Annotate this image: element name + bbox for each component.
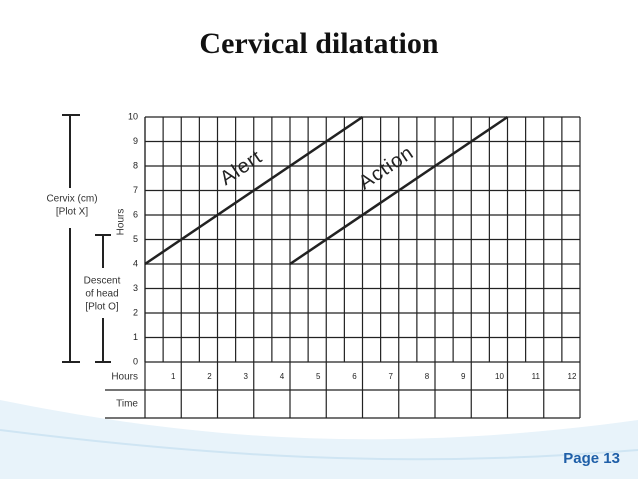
x-tick-label: 8 xyxy=(425,372,430,381)
time-label: Time xyxy=(116,399,138,410)
y-tick-label: 4 xyxy=(133,258,138,268)
y-tick-label: 0 xyxy=(133,356,138,366)
x-tick-label: 1 xyxy=(171,372,176,381)
page-number: Page 13 xyxy=(563,450,620,467)
series-label: Alert xyxy=(216,146,267,190)
y-axis-label: Hours xyxy=(116,209,127,236)
background-wave xyxy=(0,400,638,479)
y-tick-label: 2 xyxy=(133,307,138,317)
x-tick-label: 12 xyxy=(568,372,577,381)
cervix-label: Cervix (cm) xyxy=(46,194,97,205)
descent-label: Descent xyxy=(84,276,121,287)
x-tick-label: 7 xyxy=(389,372,394,381)
x-tick-label: 10 xyxy=(495,372,504,381)
brackets xyxy=(62,114,111,363)
y-tick-label: 3 xyxy=(133,283,138,293)
x-tick-label: 9 xyxy=(461,372,466,381)
y-tick-label: 10 xyxy=(128,111,138,121)
x-tick-label: 11 xyxy=(532,372,541,381)
series-label: Action xyxy=(355,142,418,195)
x-tick-label: 2 xyxy=(207,372,212,381)
descent-label: of head xyxy=(85,289,118,300)
chart-title: Cervical dilatation xyxy=(199,27,438,60)
series-line xyxy=(289,115,509,266)
series-line xyxy=(144,115,364,266)
cervix-label: [Plot X] xyxy=(56,207,88,218)
x-tick-label: 3 xyxy=(244,372,249,381)
x-tick-label: 6 xyxy=(352,372,357,381)
descent-label: [Plot O] xyxy=(85,302,119,313)
y-tick-label: 7 xyxy=(133,185,138,195)
y-tick-label: 9 xyxy=(133,136,138,146)
y-tick-label: 8 xyxy=(133,160,138,170)
x-axis-label: Hours xyxy=(111,372,138,383)
y-tick-label: 6 xyxy=(133,209,138,219)
y-tick-label: 5 xyxy=(133,234,138,244)
y-tick-label: 1 xyxy=(133,332,138,342)
x-tick-label: 4 xyxy=(280,372,285,381)
x-tick-label: 5 xyxy=(316,372,321,381)
background-wave-line xyxy=(0,429,638,461)
